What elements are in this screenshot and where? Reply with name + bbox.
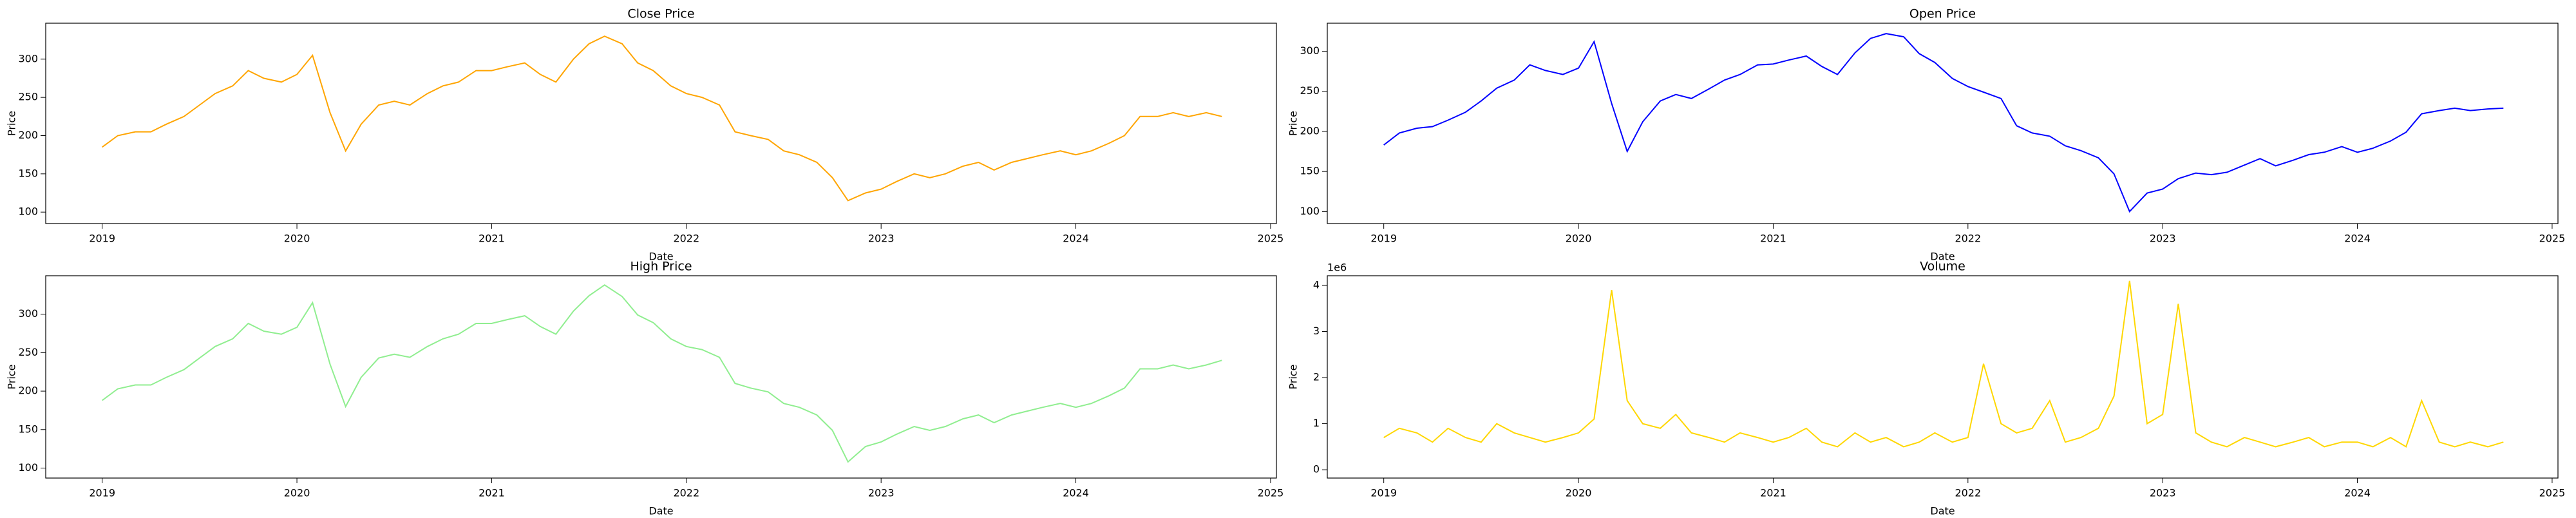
x-axis-label: Date [649, 505, 673, 516]
x-tick-label: 2019 [1370, 487, 1397, 499]
y-tick-label: 100 [18, 461, 38, 474]
x-tick-label: 2021 [1760, 233, 1786, 245]
y-axis-label: Price [6, 364, 18, 389]
x-tick-label: 2025 [2539, 487, 2566, 499]
y-tick-label: 3 [1313, 325, 1320, 337]
plot-frame [1327, 275, 2559, 479]
x-tick-label: 2023 [2150, 233, 2176, 245]
y-tick-label: 250 [18, 91, 38, 103]
x-tick-label: 2023 [868, 233, 895, 245]
x-tick-label: 2019 [89, 233, 115, 245]
chart-title: Volume [1920, 260, 1965, 274]
y-tick-label: 150 [1300, 165, 1320, 177]
y-tick-label: 300 [1300, 44, 1320, 57]
y-tick-label: 150 [18, 167, 38, 179]
chart-title: Open Price [1909, 7, 1976, 21]
x-tick-label: 2025 [1258, 487, 1284, 499]
x-axis-label: Date [649, 251, 673, 263]
x-tick-label: 2021 [478, 487, 505, 499]
y-tick-label: 150 [18, 423, 38, 435]
y-tick-label: 4 [1313, 279, 1320, 291]
x-tick-label: 2020 [284, 233, 310, 245]
y-tick-label: 1 [1313, 417, 1320, 429]
x-tick-label: 2020 [284, 487, 310, 499]
x-tick-label: 2023 [2150, 487, 2176, 499]
x-tick-label: 2020 [1566, 487, 1592, 499]
x-tick-label: 2020 [1566, 233, 1592, 245]
y-axis-label: Price [1287, 111, 1300, 136]
x-axis-label: Date [1930, 505, 1955, 516]
chart-title: Close Price [627, 7, 694, 21]
x-tick-label: 2022 [1955, 233, 1981, 245]
y-tick-label: 300 [18, 307, 38, 320]
x-tick-label: 2022 [673, 487, 699, 499]
price-line [1383, 33, 2504, 213]
y-tick-label: 100 [18, 206, 38, 218]
x-tick-label: 2024 [2344, 487, 2371, 499]
x-tick-label: 2019 [89, 487, 115, 499]
y-tick-label: 300 [18, 52, 38, 64]
y-tick-label: 100 [1300, 205, 1320, 217]
x-tick-label: 2023 [868, 487, 895, 499]
y-tick-label: 250 [1300, 84, 1320, 97]
y-tick-label: 0 [1313, 463, 1320, 475]
x-tick-label: 2024 [1063, 233, 1089, 245]
chart-title: High Price [630, 260, 692, 274]
x-tick-label: 2022 [1955, 487, 1981, 499]
x-tick-label: 2019 [1370, 233, 1397, 245]
x-tick-label: 2025 [1258, 233, 1284, 245]
x-tick-label: 2025 [2539, 233, 2566, 245]
plot-frame [45, 23, 1277, 224]
x-axis-label: Date [1930, 251, 1955, 263]
x-tick-label: 2024 [1063, 487, 1089, 499]
y-axis-label: Price [6, 111, 18, 136]
y-tick-label: 250 [18, 346, 38, 358]
y-tick-label: 200 [18, 385, 38, 397]
x-tick-label: 2021 [478, 233, 505, 245]
y-tick-label: 2 [1313, 371, 1320, 383]
y-tick-label: 200 [18, 129, 38, 141]
plot-frame [1327, 23, 2559, 224]
x-tick-label: 2024 [2344, 233, 2371, 245]
plot-frame [45, 275, 1277, 479]
price-line [102, 284, 1222, 463]
x-tick-label: 2021 [1760, 487, 1786, 499]
price-line [102, 35, 1222, 202]
y-tick-label: 200 [1300, 124, 1320, 137]
x-tick-label: 2022 [673, 233, 699, 245]
offset-label: 1e6 [1327, 262, 1347, 274]
y-axis-label: Price [1287, 364, 1300, 389]
price-line [1383, 280, 2504, 448]
